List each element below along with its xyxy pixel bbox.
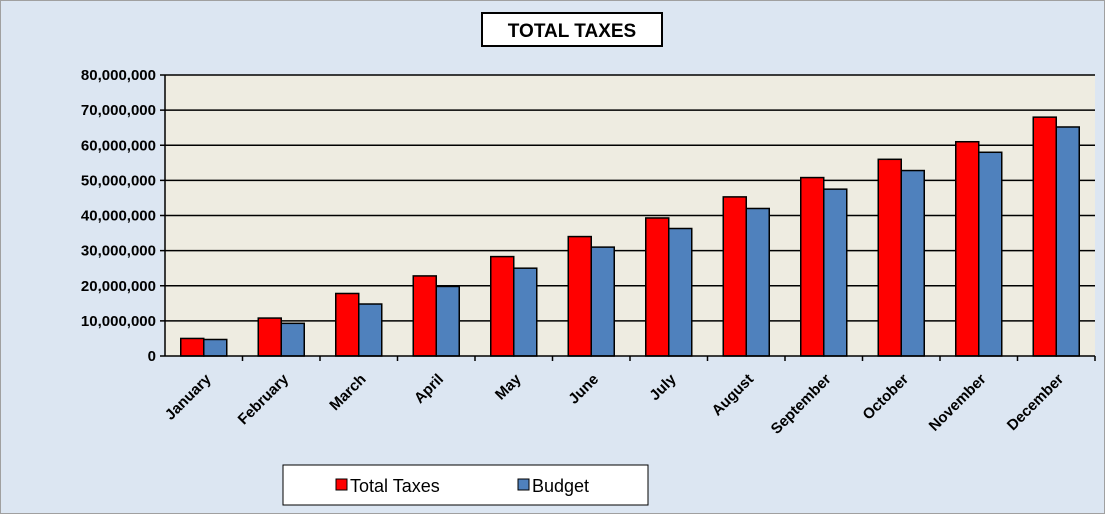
- bar-total-taxes: [412, 275, 437, 357]
- bar-total-taxes: [645, 217, 670, 357]
- bar-total-taxes: [722, 196, 747, 357]
- bar-total-taxes: [800, 176, 825, 357]
- gridlines: [165, 74, 1095, 322]
- y-tick-label: 70,000,000: [81, 102, 156, 119]
- y-tick-label: 0: [148, 348, 156, 365]
- y-tick-label: 80,000,000: [81, 67, 156, 84]
- bar-budget: [978, 151, 1003, 357]
- bar-budget: [358, 303, 383, 357]
- legend: Total Taxes Budget: [282, 464, 649, 506]
- bar-budget: [203, 338, 228, 357]
- bar-budget: [280, 322, 305, 357]
- y-axis-ticks: 0 10,000,000 20,000,000 30,000,000 40,000,00…: [81, 67, 165, 365]
- bar-budget: [590, 246, 615, 357]
- legend-label-budget: Budget: [532, 476, 589, 496]
- bar-total-taxes: [955, 140, 980, 357]
- chart-title: TOTAL TAXES: [508, 21, 636, 42]
- chart-title-group: TOTAL TAXES: [481, 12, 663, 47]
- y-tick-label: 30,000,000: [81, 243, 156, 260]
- bars: [180, 116, 1080, 357]
- y-tick-label: 20,000,000: [81, 278, 156, 295]
- bar-budget: [668, 227, 693, 357]
- bar-total-taxes: [877, 158, 902, 357]
- bar-total-taxes: [567, 235, 592, 357]
- bar-total-taxes: [180, 337, 205, 357]
- legend-swatch-budget: [517, 478, 530, 491]
- bar-budget: [900, 169, 925, 357]
- bar-total-taxes: [257, 317, 282, 357]
- bar-total-taxes: [335, 292, 360, 357]
- y-tick-label: 10,000,000: [81, 313, 156, 330]
- y-tick-label: 40,000,000: [81, 208, 156, 225]
- bar-budget: [823, 188, 848, 357]
- legend-label-total-taxes: Total Taxes: [350, 476, 440, 496]
- bar-budget: [513, 267, 538, 357]
- legend-swatch-total-taxes: [335, 478, 348, 491]
- bar-budget: [435, 285, 460, 357]
- bar-total-taxes: [490, 255, 515, 357]
- bar-budget: [1055, 126, 1080, 357]
- y-tick-label: 60,000,000: [81, 137, 156, 154]
- bar-budget: [745, 207, 770, 357]
- chart-title-box: [481, 12, 663, 47]
- bar-total-taxes: [1032, 116, 1057, 357]
- y-tick-label: 50,000,000: [81, 172, 156, 189]
